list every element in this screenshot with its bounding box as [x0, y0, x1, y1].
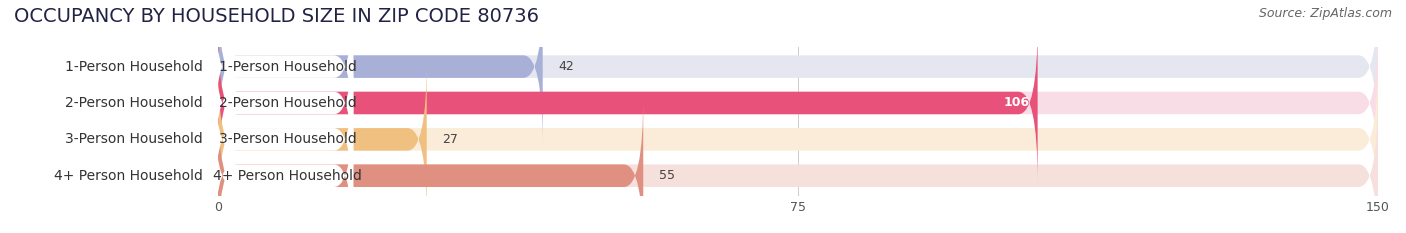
- Text: 106: 106: [1004, 96, 1029, 110]
- Text: 4+ Person Household: 4+ Person Household: [214, 169, 361, 183]
- Text: 1-Person Household: 1-Person Household: [65, 60, 202, 74]
- FancyBboxPatch shape: [218, 96, 1378, 233]
- Text: 4+ Person Household: 4+ Person Household: [53, 169, 202, 183]
- Text: 55: 55: [658, 169, 675, 182]
- FancyBboxPatch shape: [214, 60, 353, 219]
- Text: Source: ZipAtlas.com: Source: ZipAtlas.com: [1258, 7, 1392, 20]
- FancyBboxPatch shape: [218, 60, 1378, 219]
- Text: 1-Person Household: 1-Person Household: [218, 60, 357, 74]
- FancyBboxPatch shape: [214, 23, 353, 183]
- Text: 2-Person Household: 2-Person Household: [219, 96, 356, 110]
- Text: OCCUPANCY BY HOUSEHOLD SIZE IN ZIP CODE 80736: OCCUPANCY BY HOUSEHOLD SIZE IN ZIP CODE …: [14, 7, 538, 26]
- FancyBboxPatch shape: [218, 0, 543, 146]
- FancyBboxPatch shape: [214, 0, 353, 146]
- FancyBboxPatch shape: [214, 96, 353, 233]
- FancyBboxPatch shape: [218, 60, 427, 219]
- FancyBboxPatch shape: [218, 23, 1378, 183]
- Text: 3-Person Household: 3-Person Household: [219, 132, 356, 146]
- Text: 27: 27: [441, 133, 458, 146]
- FancyBboxPatch shape: [218, 0, 1378, 146]
- Text: 42: 42: [558, 60, 574, 73]
- Text: 2-Person Household: 2-Person Household: [65, 96, 202, 110]
- Text: 3-Person Household: 3-Person Household: [65, 132, 202, 146]
- FancyBboxPatch shape: [218, 23, 1038, 183]
- FancyBboxPatch shape: [218, 96, 644, 233]
